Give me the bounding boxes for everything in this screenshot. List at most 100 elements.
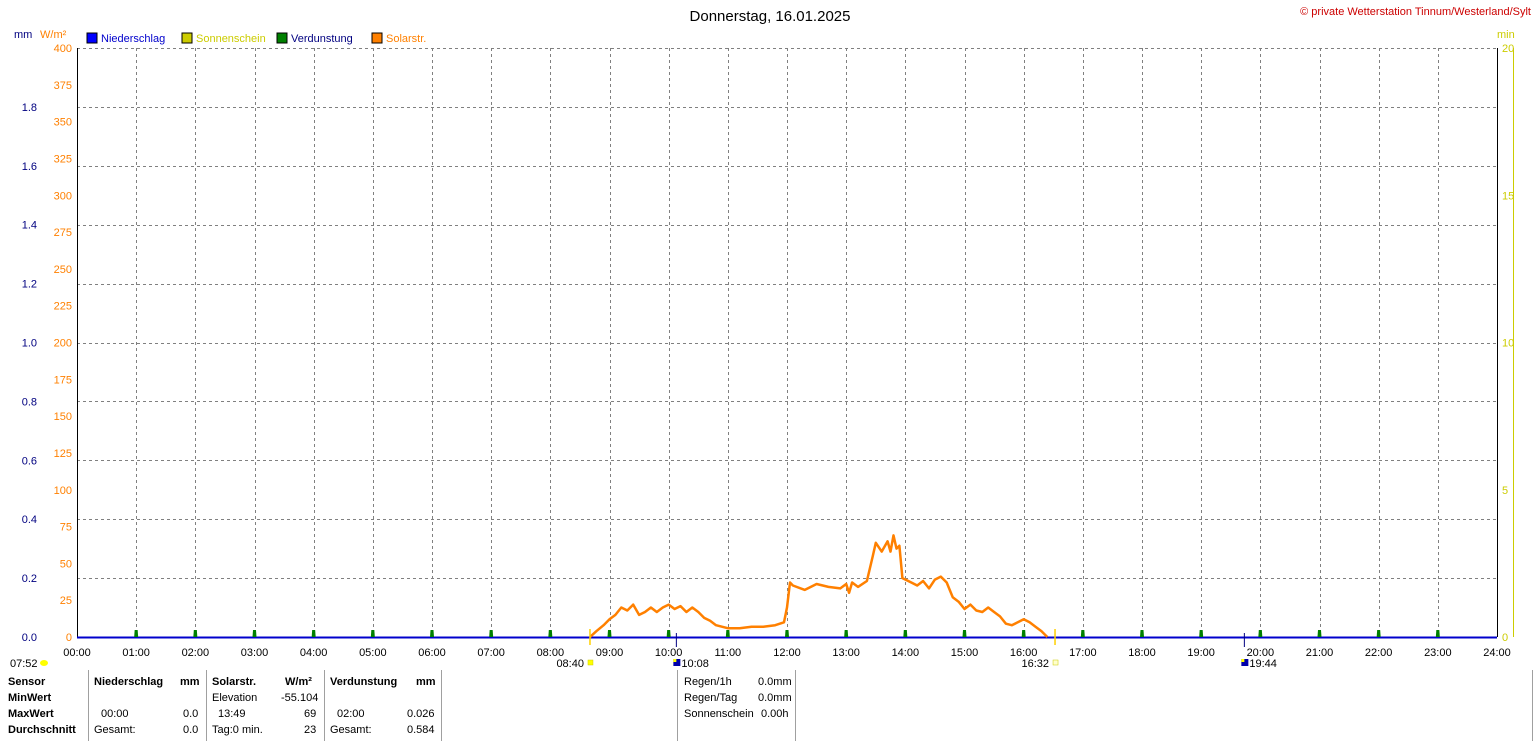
legend-item-niederschlag: Niederschlag: [86, 32, 165, 45]
summary-rain-day-label: Regen/Tag: [684, 692, 738, 704]
grid-lines: [77, 48, 1497, 637]
verdunstung-marker: [666, 630, 671, 637]
stats-rain-max-value: 0.0: [183, 708, 199, 720]
x-tick-label: 16:00: [1010, 647, 1038, 659]
y-tick-label-wm2: 150: [54, 411, 72, 423]
stats-evap-unit: mm: [416, 676, 436, 688]
y-tick-label-wm2: 325: [54, 153, 72, 165]
stats-divider: [1532, 670, 1533, 741]
x-tick-label: 21:00: [1306, 647, 1334, 659]
moon-icon: [673, 659, 681, 666]
verdunstung-marker: [1317, 630, 1322, 637]
summary-sunshine-value: 0.00h: [761, 708, 789, 720]
sunset-icon: [1052, 659, 1059, 666]
y-tick-label-mm: 1.0: [22, 338, 37, 350]
stats-rain-total-label: Gesamt:: [94, 724, 136, 736]
moon-icon-highlight: [673, 659, 677, 662]
y-tick-label-mm: 0.2: [22, 573, 37, 585]
series-solarstr-line: [589, 534, 1049, 638]
x-tick-label: 04:00: [300, 647, 328, 659]
stats-evap-total-label: Gesamt:: [330, 724, 372, 736]
verdunstung-marker: [607, 630, 612, 637]
stats-evap-max-time: 02:00: [337, 708, 365, 720]
verdunstung-marker: [193, 630, 198, 637]
legend-swatch-verdunstung: [276, 32, 288, 44]
x-tick-label: 08:00: [537, 647, 565, 659]
y-tick-label-wm2: 75: [60, 522, 72, 534]
verdunstung-marker: [430, 630, 434, 637]
y-axis-wm2-ticks: 0 25 50 75 100 125 150 175 200 225 250 275 300 325 350…: [54, 43, 72, 644]
y-tick-label-mm: 1.2: [22, 279, 37, 291]
legend-item-verdunstung: Verdunstung: [276, 32, 353, 45]
verdunstung-marker: [725, 630, 730, 637]
series-layer: [134, 534, 1440, 638]
summary-rain-1h-value: 0.0mm: [758, 676, 792, 688]
stats-solar-header: Solarstr.: [212, 676, 257, 688]
legend-item-sonnenschein: Sonnenschein: [181, 32, 266, 45]
y-tick-label-mm: 1.6: [22, 161, 37, 173]
stats-solar-max-value: 69: [304, 708, 317, 720]
verdunstung-marker: [370, 630, 375, 637]
legend-label-solarstr: Solarstr.: [386, 33, 426, 45]
sunrise-icon: [587, 659, 594, 666]
y-tick-label-wm2: 125: [54, 448, 72, 460]
y-tick-label-wm2: 200: [54, 338, 72, 350]
y-tick-label-mm: 1.8: [22, 102, 37, 114]
y-tick-label-wm2: 225: [54, 301, 72, 313]
y-tick-label-wm2: 250: [54, 264, 72, 276]
moon-icon: [1241, 659, 1249, 666]
stats-evap-header: Verdunstung: [330, 676, 398, 688]
stats-divider: [441, 670, 442, 741]
legend-label-verdunstung: Verdunstung: [291, 33, 353, 45]
verdunstung-marker: [1080, 630, 1085, 637]
sun-icon: [40, 660, 48, 666]
y-tick-label-wm2: 0: [66, 632, 72, 644]
y-tick-label-wm2: 350: [54, 117, 72, 129]
stats-solar-elevation-label: Elevation: [212, 692, 258, 704]
x-tick-label: 11:00: [714, 647, 741, 659]
x-tick-label: 24:00: [1483, 647, 1511, 659]
legend-item-solarstr: Solarstr.: [371, 32, 426, 45]
annotations: 07:52 08:40 10:08 16:32 19:44: [10, 629, 1277, 670]
verdunstung-marker: [1199, 630, 1204, 637]
summary-rain-day-value: 0.0mm: [758, 692, 792, 704]
x-axis-ticks: 00:00 01:00 02:00 03:00 04:00 05:00 06:00 07:00…: [63, 647, 1511, 659]
summary-sunshine-label: Sonnenschein: [684, 708, 754, 720]
x-tick-label: 22:00: [1365, 647, 1393, 659]
annotation-time-label: 07:52: [10, 658, 38, 670]
y-tick-label-wm2: 100: [54, 485, 72, 497]
verdunstung-marker: [1140, 630, 1144, 637]
annotation-time-label: 16:32: [1021, 658, 1049, 670]
stats-rain-header: Niederschlag: [94, 676, 164, 688]
y-tick-label-wm2: 25: [60, 595, 72, 607]
y-tick-label-wm2: 375: [54, 80, 72, 92]
stats-rain-total-value: 0.0: [183, 724, 199, 736]
x-tick-label: 02:00: [182, 647, 210, 659]
y-tick-label-min: 10: [1502, 338, 1514, 350]
unit-min-label: min: [1497, 29, 1515, 41]
x-tick-label: 23:00: [1424, 647, 1452, 659]
stats-row-label: MaxWert: [8, 708, 54, 720]
legend-swatch-sonnenschein: [181, 32, 193, 44]
x-tick-label: 20:00: [1247, 647, 1275, 659]
verdunstung-marker: [903, 630, 908, 637]
y-tick-label-min: 5: [1502, 485, 1508, 497]
verdunstung-marker: [1376, 630, 1381, 637]
x-tick-label: 18:00: [1128, 647, 1156, 659]
verdunstung-marker: [548, 630, 553, 637]
stats-evap-max-value: 0.026: [407, 708, 435, 720]
verdunstung-marker: [1435, 630, 1440, 637]
verdunstung-marker: [134, 630, 139, 637]
y-tick-label-mm: 0.0: [22, 632, 37, 644]
axes: [77, 48, 1514, 639]
chart-title: Donnerstag, 16.01.2025: [690, 8, 851, 25]
stats-rain-unit: mm: [180, 676, 200, 688]
stats-solar-elevation-value: -55.104: [281, 692, 319, 704]
x-tick-label: 17:00: [1069, 647, 1097, 659]
x-tick-label: 14:00: [892, 647, 920, 659]
y-tick-label-wm2: 50: [60, 558, 72, 570]
x-tick-label: 05:00: [359, 647, 387, 659]
unit-mm-label: mm: [14, 29, 32, 41]
stats-solar-unit: W/m²: [285, 676, 312, 688]
